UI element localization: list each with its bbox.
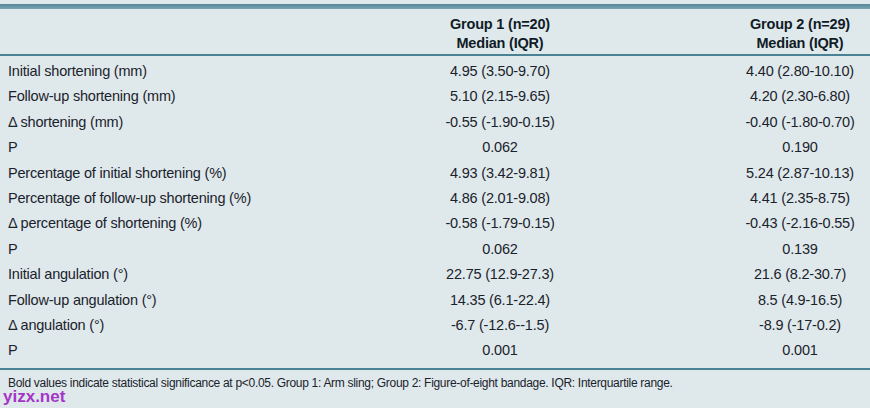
group1-value: 5.10 (2.15-9.65)	[365, 84, 635, 109]
group1-header: Group 1 (n=20) Median (IQR)	[365, 15, 635, 54]
group1-value: 4.93 (3.42-9.81)	[365, 161, 635, 186]
row-label: Follow-up angulation (°)	[0, 288, 365, 313]
row-label: Percentage of initial shortening (%)	[0, 161, 365, 186]
group2-header-line1: Group 2 (n=29)	[730, 15, 870, 34]
group1-value: -0.58 (-1.79-0.15)	[365, 211, 635, 236]
row-label: Δ percentage of shortening (%)	[0, 211, 365, 236]
paper-table-page: Group 1 (n=20) Median (IQR) Group 2 (n=2…	[0, 0, 870, 408]
group2-value: -0.43 (-2.16-0.55)	[635, 211, 870, 236]
table-row: Follow-up shortening (mm) 5.10 (2.15-9.6…	[0, 84, 870, 109]
table-body: Initial shortening (mm) 4.95 (3.50-9.70)…	[0, 56, 870, 370]
group2-value: 5.24 (2.87-10.13)	[635, 161, 870, 186]
row-label: P	[0, 135, 365, 160]
table-row: Δ shortening (mm) -0.55 (-1.90-0.15) -0.…	[0, 110, 870, 135]
group2-value: 4.20 (2.30-6.80)	[635, 84, 870, 109]
group1-value: 0.062	[365, 135, 635, 160]
group1-value: 4.95 (3.50-9.70)	[365, 59, 635, 84]
group1-value: -0.55 (-1.90-0.15)	[365, 110, 635, 135]
group1-header-line1: Group 1 (n=20)	[365, 15, 635, 34]
group2-value: 8.5 (4.9-16.5)	[635, 288, 870, 313]
watermark-text: yizx.net	[3, 387, 65, 407]
row-label: P	[0, 237, 365, 262]
row-label-header	[0, 15, 365, 54]
row-label: Initial angulation (°)	[0, 262, 365, 287]
table-row: Δ angulation (°) -6.7 (-12.6--1.5) -8.9 …	[0, 313, 870, 338]
row-label: P	[0, 338, 365, 363]
group2-value: 4.40 (2.80-10.10)	[635, 59, 870, 84]
row-label: Follow-up shortening (mm)	[0, 84, 365, 109]
row-label: Δ shortening (mm)	[0, 110, 365, 135]
row-label: Δ angulation (°)	[0, 313, 365, 338]
group2-value: 4.41 (2.35-8.75)	[635, 186, 870, 211]
group2-header-line2: Median (IQR)	[730, 34, 870, 53]
table-row: Initial angulation (°) 22.75 (12.9-27.3)…	[0, 262, 870, 287]
group2-header: Group 2 (n=29) Median (IQR)	[635, 15, 870, 54]
row-label: Initial shortening (mm)	[0, 59, 365, 84]
group1-value: 22.75 (12.9-27.3)	[365, 262, 635, 287]
table-header-row: Group 1 (n=20) Median (IQR) Group 2 (n=2…	[0, 9, 870, 56]
table-row: Δ percentage of shortening (%) -0.58 (-1…	[0, 211, 870, 236]
table-row: Follow-up angulation (°) 14.35 (6.1-22.4…	[0, 288, 870, 313]
table-footnote: Bold values indicate statistical signifi…	[0, 370, 870, 391]
table-row: P 0.062 0.190	[0, 135, 870, 160]
group2-value: 0.001	[635, 338, 870, 363]
row-label: Percentage of follow-up shortening (%)	[0, 186, 365, 211]
group2-value: -0.40 (-1.80-0.70)	[635, 110, 870, 135]
group2-value: 21.6 (8.2-30.7)	[635, 262, 870, 287]
table-row: Percentage of follow-up shortening (%) 4…	[0, 186, 870, 211]
table-row: P 0.062 0.139	[0, 237, 870, 262]
group2-value: 0.139	[635, 237, 870, 262]
group1-header-line2: Median (IQR)	[365, 34, 635, 53]
group2-value: -8.9 (-17-0.2)	[635, 313, 870, 338]
group2-value: 0.190	[635, 135, 870, 160]
group1-value: 4.86 (2.01-9.08)	[365, 186, 635, 211]
table-row: Percentage of initial shortening (%) 4.9…	[0, 161, 870, 186]
results-table: Group 1 (n=20) Median (IQR) Group 2 (n=2…	[0, 9, 870, 391]
group1-value: 0.062	[365, 237, 635, 262]
table-row: Initial shortening (mm) 4.95 (3.50-9.70)…	[0, 59, 870, 84]
group1-value: 14.35 (6.1-22.4)	[365, 288, 635, 313]
group1-value: -6.7 (-12.6--1.5)	[365, 313, 635, 338]
group1-value: 0.001	[365, 338, 635, 363]
table-row: P 0.001 0.001	[0, 338, 870, 363]
